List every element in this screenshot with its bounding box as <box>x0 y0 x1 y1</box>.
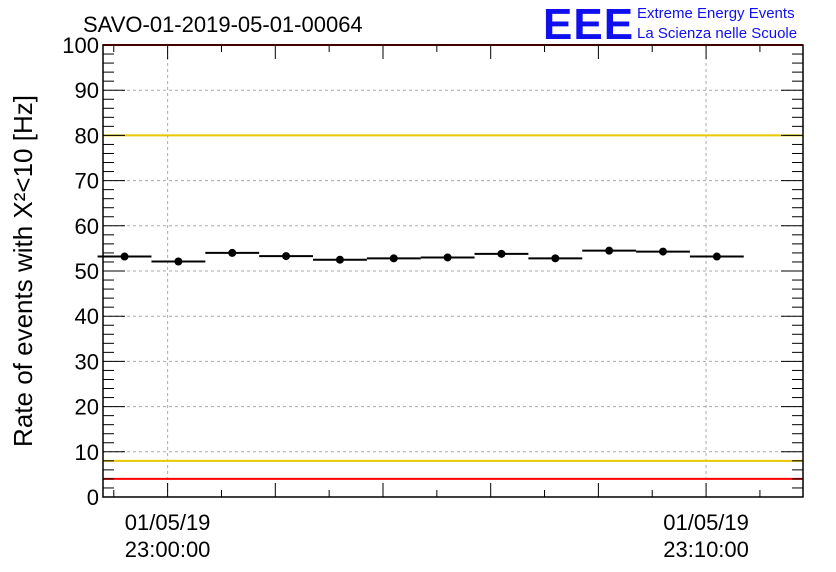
y-tick-label: 20 <box>75 395 99 420</box>
data-point <box>228 248 237 257</box>
data-point <box>282 252 291 261</box>
x-tick-label: 01/05/19 <box>125 510 211 535</box>
x-tick-label: 23:00:00 <box>125 537 211 562</box>
y-tick-labels: 0 10 20 30 40 50 60 70 80 90 100 <box>62 33 99 510</box>
y-tick-label: 60 <box>75 214 99 239</box>
y-tick-label: 80 <box>75 123 99 148</box>
y-tick-label: 70 <box>75 169 99 194</box>
data-point <box>605 246 614 255</box>
axes <box>102 44 804 498</box>
y-tick-label: 10 <box>75 440 99 465</box>
data-point <box>335 255 344 264</box>
data-point <box>497 249 506 258</box>
data-point <box>443 253 452 262</box>
grid <box>103 45 803 497</box>
data-point <box>659 247 667 256</box>
eee-logo: EEE Extreme Energy Events La Scienza nel… <box>543 0 797 49</box>
logo-mark: EEE <box>543 0 634 49</box>
chart-title: SAVO-01-2019-05-01-00064 <box>83 12 363 37</box>
data-point <box>389 254 398 263</box>
logo-line1: Extreme Energy Events <box>637 5 795 22</box>
data-points <box>97 246 744 266</box>
y-tick-label: 30 <box>75 349 99 374</box>
y-tick-label: 40 <box>75 304 99 329</box>
y-tick-label: 0 <box>87 485 99 510</box>
y-tick-label: 50 <box>75 259 99 284</box>
reference-lines <box>103 44 803 480</box>
x-tick-label: 23:10:00 <box>663 537 749 562</box>
x-tick-label: 01/05/19 <box>663 510 749 535</box>
y-tick-label: 90 <box>75 78 99 103</box>
data-point <box>712 252 721 261</box>
data-point <box>120 252 129 261</box>
y-tick-label: 100 <box>62 33 99 58</box>
y-axis-label: Rate of events with X²<10 [Hz] <box>8 95 38 447</box>
data-point <box>174 257 183 266</box>
data-point <box>551 254 560 263</box>
logo-line2: La Scienza nelle Scuole <box>637 25 797 42</box>
